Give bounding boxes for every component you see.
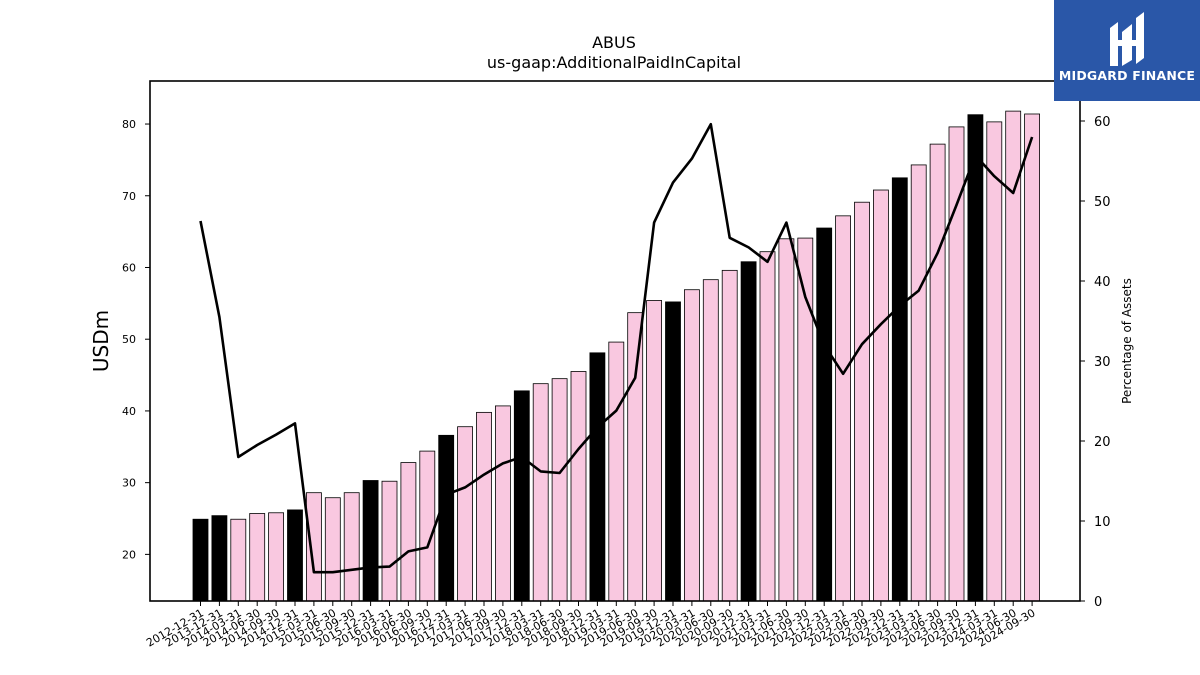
- y2-tick-label-10: 10: [1094, 515, 1111, 530]
- y-tick-label-40: 40: [122, 405, 136, 418]
- bar-2018-03-31: [532, 383, 549, 602]
- bar-2019-03-31: [608, 341, 625, 602]
- bar-2020-09-30: [721, 269, 738, 602]
- bar-2022-09-30: [873, 189, 889, 602]
- y2-tick-label-20: 20: [1094, 435, 1111, 450]
- logo-text: MIDGARD FINANCE: [1058, 68, 1196, 83]
- y2-tick-label-0: 0: [1094, 595, 1102, 610]
- bar-2018-09-30: [570, 371, 587, 602]
- bar-2015-03-31: [305, 492, 322, 602]
- bar-2016-12-31: [438, 434, 455, 602]
- bars-layer: [192, 110, 1040, 602]
- bar-2016-03-31: [381, 480, 398, 602]
- bar-2016-06-30: [400, 462, 417, 602]
- percentage-line: [199, 122, 1034, 574]
- bar-2013-12-31: [211, 515, 228, 602]
- logo: MIDGARD FINANCE: [1054, 0, 1200, 101]
- y2-tick-label-60: 60: [1094, 115, 1111, 130]
- y-tick-label-30: 30: [122, 477, 136, 490]
- bar-2021-03-31: [759, 251, 776, 602]
- bar-2014-06-30: [249, 513, 266, 602]
- y2-tick-label-30: 30: [1094, 355, 1111, 370]
- bar-2021-06-30: [778, 238, 795, 602]
- y-axis-label: USDm: [89, 310, 113, 372]
- y-tick-label-60: 60: [122, 261, 136, 274]
- bar-2023-09-30: [948, 126, 965, 602]
- bar-2017-06-30: [476, 411, 492, 602]
- bar-2021-12-31: [816, 227, 833, 602]
- y2-tick-label-50: 50: [1094, 195, 1111, 210]
- bar-2022-12-31: [891, 177, 908, 602]
- bar-2012-12-31: [192, 518, 209, 602]
- y-tick-label-50: 50: [122, 333, 136, 346]
- bar-2019-12-31: [665, 301, 681, 602]
- bar-2019-09-30: [646, 300, 662, 602]
- chart-subtitle: us-gaap:AdditionalPaidInCapital: [487, 53, 741, 72]
- bar-2014-12-31: [287, 509, 303, 602]
- bar-2018-12-31: [589, 352, 606, 602]
- bar-2014-09-30: [268, 512, 285, 602]
- bar-2020-12-31: [740, 261, 757, 602]
- bar-2015-12-31: [362, 480, 379, 602]
- y2-axis-label: Percentage of Assets: [1120, 278, 1134, 404]
- y-tick-label-20: 20: [122, 548, 136, 561]
- bar-2017-03-31: [457, 426, 474, 602]
- bar-2023-06-30: [929, 143, 946, 602]
- bar-2016-09-30: [419, 450, 436, 602]
- bar-2014-03-31: [230, 518, 247, 602]
- line-layer: [199, 122, 1034, 574]
- y-tick-label-70: 70: [122, 190, 136, 203]
- y2-tick-label-40: 40: [1094, 275, 1111, 290]
- axes-layer: 2030405060708001020304050602012-12-31201…: [122, 80, 1111, 650]
- bar-2024-06-30: [1005, 110, 1022, 602]
- bar-2017-12-31: [513, 390, 530, 602]
- bar-2024-03-31: [986, 121, 1003, 602]
- logo-mark-icon: [1110, 12, 1144, 66]
- bar-2023-12-31: [967, 114, 984, 602]
- bar-2024-09-30: [1024, 113, 1040, 602]
- bar-2022-03-31: [835, 215, 851, 602]
- plot-frame: [149, 80, 1081, 602]
- bar-2015-06-30: [324, 497, 341, 602]
- bar-2020-06-30: [702, 279, 719, 602]
- bar-2023-03-31: [910, 164, 927, 602]
- bar-2018-06-30: [551, 378, 568, 602]
- y-tick-label-80: 80: [122, 118, 136, 131]
- bar-2020-03-31: [684, 289, 700, 602]
- bar-2019-06-30: [627, 312, 644, 602]
- bar-2015-09-30: [343, 492, 360, 602]
- chart-title: ABUS: [592, 33, 636, 52]
- bar-2022-06-30: [854, 201, 870, 602]
- bar-2017-09-30: [494, 405, 511, 602]
